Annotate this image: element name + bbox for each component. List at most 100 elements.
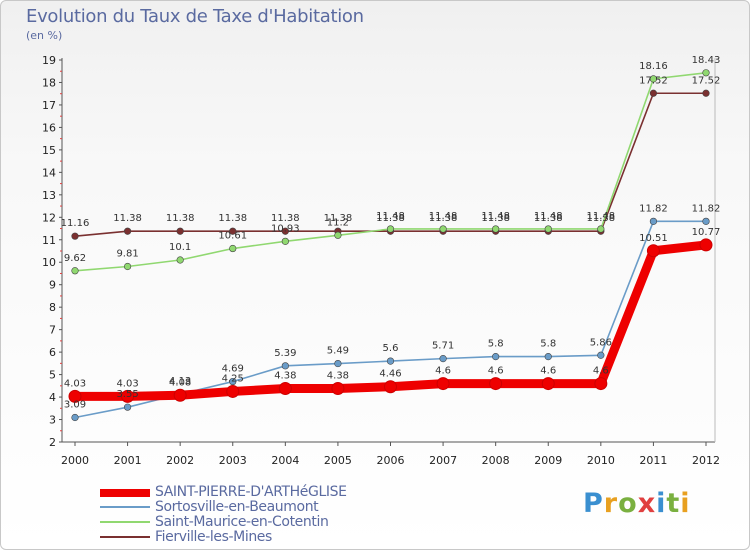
legend-swatch [100,521,150,523]
data-label: 4.46 [379,369,401,380]
y-tick-label: 14 [42,166,56,179]
logo-letter: o [618,488,638,519]
y-tick-label: 11 [42,234,56,247]
y-tick-label: 3 [49,414,56,427]
y-tick-label: 4 [49,391,56,404]
y-tick-label: 9 [49,279,56,292]
data-point [121,389,135,403]
data-point [489,377,503,391]
data-label: 11.82 [639,203,668,214]
data-point [384,380,397,394]
data-label: 11.38 [271,213,300,224]
data-point [646,244,660,258]
data-label: 10.51 [639,233,668,244]
y-tick-label: 18 [42,76,56,89]
logo-letter: t [666,488,681,519]
data-point [439,225,447,233]
x-tick-label: 2010 [587,454,615,467]
data-point [281,362,289,370]
data-point [334,231,342,239]
data-point [71,267,79,275]
y-tick-label: 5 [49,369,56,382]
data-point [699,238,713,252]
y-tick-label: 13 [42,189,56,202]
y-tick-label: 10 [42,256,56,269]
data-label: 11.38 [324,213,353,224]
data-point [544,353,552,361]
y-tick-label: 16 [42,121,56,134]
legend-label: Fierville-les-Mines [155,529,272,545]
data-point [702,217,710,225]
data-label: 10.61 [218,231,247,242]
data-point [649,89,658,97]
y-tick-label: 7 [49,324,56,337]
data-point [123,262,132,271]
unit-label: (en %) [26,29,63,42]
data-point [436,377,450,391]
data-label: 11.38 [429,213,458,224]
data-point [71,232,79,240]
data-point [594,377,608,391]
data-label: 10.77 [692,227,721,238]
data-label: 4.6 [540,366,556,377]
data-label: 11.48 [376,211,405,222]
data-label: 4.6 [593,366,609,377]
data-label: 10.1 [169,242,191,253]
data-point [649,217,658,225]
series-labels: 4.03 4.03 4.08 4.25 4.38 4.38 4.46 4.6 4.6 4.6 4.6… [61,55,721,411]
y-tick-label: 2 [49,436,56,449]
legend-label: Sortosville-en-Beaumont [155,499,319,515]
data-label: 11.48 [534,211,563,222]
data-point [597,351,605,359]
data-label: 4.38 [274,371,296,382]
data-point [492,225,500,233]
data-label: 4.03 [116,378,138,389]
data-point [281,227,289,235]
data-point [123,403,132,411]
data-point [649,75,658,83]
data-label: 3.09 [64,400,86,411]
data-label: 5.86 [590,337,612,348]
data-label: 4.08 [169,377,191,388]
data-label: 17.52 [692,75,721,86]
data-label: 11.16 [61,218,90,229]
data-point [386,225,395,233]
y-tick-label: 19 [42,54,56,67]
legend-label: Saint-Maurice-en-Cotentin [155,514,329,530]
data-point [278,382,292,396]
data-label: 11.48 [481,211,510,222]
data-label: 11.38 [218,213,247,224]
x-tick-label: 2011 [639,454,667,467]
data-point [439,355,447,363]
data-label: 5.6 [383,343,399,354]
data-label: 11.38 [534,213,563,224]
data-label: 5.8 [540,339,556,350]
data-point [229,227,237,235]
data-point [173,388,187,402]
axes: 2 3 4 5 6 7 8 9 10 11 12 13 14 15 16 17 18 19 2000 2001 2002… [42,54,720,467]
data-label: 4.25 [222,373,244,384]
data-label: 11.38 [376,213,405,224]
proxiti-logo: Proxiti [583,488,691,519]
y-tick-label: 15 [42,144,56,157]
data-point [71,413,79,422]
data-label: 5.8 [488,339,504,350]
y-tick-label: 8 [49,301,56,314]
data-label: 17.52 [639,75,668,86]
data-point [229,377,237,386]
data-label: 5.39 [274,348,296,359]
data-label: 5.71 [432,341,454,352]
legend-swatch [100,489,150,497]
data-point [386,357,395,365]
data-point [229,244,237,253]
data-point [544,225,552,233]
data-label: 4.6 [435,366,451,377]
data-point [281,237,289,245]
data-point [334,359,342,368]
y-tick-label: 12 [42,211,56,224]
data-label: 11.48 [429,211,458,222]
data-point [176,227,184,235]
data-label: 11.38 [587,213,616,224]
